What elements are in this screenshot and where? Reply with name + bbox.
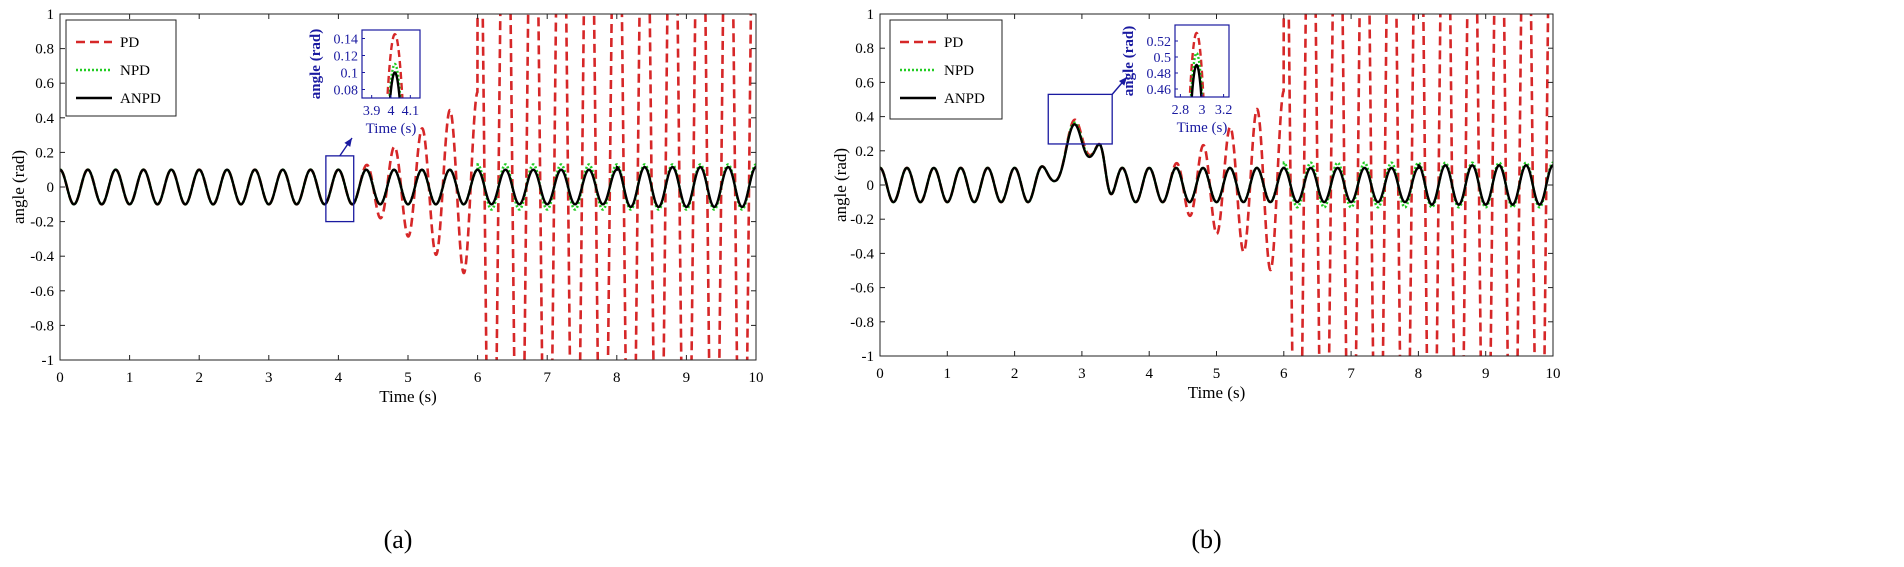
- inset-y-tick-label: 0.46: [1147, 83, 1172, 98]
- inset-y-axis-label: angle (rad): [1121, 26, 1137, 96]
- inset-series-pd: [386, 32, 404, 98]
- y-tick-label: -0.2: [850, 212, 874, 228]
- zoom-region-box: [1047, 93, 1113, 145]
- legend-label-anpd: ANPD: [944, 91, 985, 107]
- y-tick-label: 1: [47, 7, 55, 23]
- inset-chart: 0.520.50.480.462.8 3 3.2 Time (s) angle (rad…: [1121, 24, 1233, 136]
- x-tick-label: 10: [749, 370, 764, 386]
- x-tick-label: 10: [1546, 366, 1561, 382]
- x-tick-label: 8: [613, 370, 621, 386]
- x-tick-label: 6: [474, 370, 482, 386]
- inset-x-tick-label: 3.2: [1215, 103, 1233, 118]
- inset-y-axis-label: angle (rad): [308, 29, 324, 99]
- y-tick-label: -0.6: [850, 281, 874, 297]
- y-tick-label: -0.4: [850, 246, 874, 262]
- x-tick-label: 3: [265, 370, 273, 386]
- legend-label-npd: NPD: [120, 63, 150, 79]
- inset-y-tick-label: 0.48: [1147, 67, 1172, 82]
- x-tick-label: 3: [1078, 366, 1086, 382]
- y-tick-label: 0.8: [855, 41, 874, 57]
- y-tick-label: 0: [867, 178, 875, 194]
- inset-series-npd: [388, 62, 402, 98]
- inset-y-tick-label: 0.08: [334, 84, 359, 99]
- chart-panel-a: 0 1 2 3 4 5 6 7 8 9 10 1 0.8 0.6 0.4 0.2 0 -0.2 -0.4 -0.6 -0…: [9, 7, 764, 554]
- y-axis-label: angle (rad): [831, 148, 850, 222]
- y-tick-label: -0.6: [30, 284, 54, 300]
- y-axis-label: angle (rad): [9, 150, 28, 224]
- inset-x-tick-label: 2.8: [1172, 103, 1190, 118]
- inset-y-tick-label: 0.12: [334, 50, 359, 65]
- x-tick-label: 5: [1213, 366, 1221, 382]
- x-axis-label: Time (s): [1188, 383, 1245, 402]
- y-tick-label: -0.8: [30, 318, 54, 334]
- y-tick-label: 0.4: [35, 111, 54, 127]
- x-tick-label: 6: [1280, 366, 1288, 382]
- legend-box: [889, 19, 1003, 120]
- y-tick-label: 0.6: [855, 75, 874, 91]
- inset-y-tick-label: 0.5: [1154, 51, 1172, 66]
- series-anpd-line: [60, 165, 756, 209]
- y-tick-label: 0.2: [855, 144, 874, 160]
- zoom-arrow-head: [1118, 77, 1127, 86]
- chart-panel-b: 0 1 2 3 4 5 6 7 8 9 10 1 0.8 0.6 0.4 0.2 0 -0.2 -0.4 -0.6 -0…: [831, 7, 1561, 554]
- y-tick-label: -0.8: [850, 315, 874, 331]
- y-tick-label: 0: [47, 180, 55, 196]
- inset-x-tick-label: 4: [388, 104, 395, 119]
- y-tick-label: 0.8: [35, 42, 54, 58]
- inset-x-tick-label: 3.9: [363, 104, 381, 119]
- x-tick-label: 0: [876, 366, 884, 382]
- legend-box: [65, 19, 177, 117]
- legend-label-anpd: ANPD: [120, 91, 161, 107]
- x-tick-label: 0: [56, 370, 64, 386]
- inset-series-anpd: [388, 71, 401, 98]
- x-tick-label: 7: [1347, 366, 1355, 382]
- panel-label: (a): [384, 525, 413, 554]
- x-tick-label: 1: [126, 370, 134, 386]
- y-tick-label: 0.2: [35, 145, 54, 161]
- y-tick-label: -1: [862, 349, 875, 365]
- x-tick-label: 8: [1415, 366, 1423, 382]
- inset-x-axis-label: Time (s): [366, 121, 417, 137]
- inset-x-axis-label: Time (s): [1177, 120, 1228, 136]
- x-tick-label: 4: [335, 370, 343, 386]
- x-tick-label: 1: [944, 366, 952, 382]
- legend-label-npd: NPD: [944, 63, 974, 79]
- y-tick-label: 0.4: [855, 110, 874, 126]
- legend-label-pd: PD: [120, 35, 139, 51]
- x-tick-label: 4: [1145, 366, 1153, 382]
- y-tick-label: 1: [867, 7, 875, 23]
- inset-y-tick-label: 0.1: [341, 67, 359, 82]
- inset-series-anpd: [1190, 63, 1203, 97]
- inset-y-tick-label: 0.52: [1147, 35, 1172, 50]
- inset-y-tick-label: 0.14: [334, 33, 359, 48]
- zoom-arrow-head: [344, 138, 352, 147]
- x-tick-label: 5: [404, 370, 412, 386]
- panel-label: (b): [1191, 525, 1221, 554]
- y-tick-label: -0.4: [30, 249, 54, 265]
- x-tick-label: 9: [683, 370, 691, 386]
- inset-x-tick-label: 3: [1199, 103, 1206, 118]
- legend-label-pd: PD: [944, 35, 963, 51]
- y-tick-label: -1: [42, 353, 55, 369]
- x-tick-label: 7: [543, 370, 551, 386]
- x-axis-label: Time (s): [379, 387, 436, 406]
- x-tick-label: 9: [1482, 366, 1490, 382]
- series-anpd-line: [880, 123, 1553, 206]
- x-tick-label: 2: [1011, 366, 1019, 382]
- y-tick-label: 0.6: [35, 76, 54, 92]
- inset-x-tick-label: 4.1: [402, 104, 420, 119]
- inset-series-pd: [1188, 31, 1205, 97]
- y-tick-label: -0.2: [30, 215, 54, 231]
- x-tick-label: 2: [195, 370, 203, 386]
- inset-chart: 0.14 0.12 0.1 0.08 3.9 4 4.1 Time (s) angle (rad…: [308, 29, 421, 137]
